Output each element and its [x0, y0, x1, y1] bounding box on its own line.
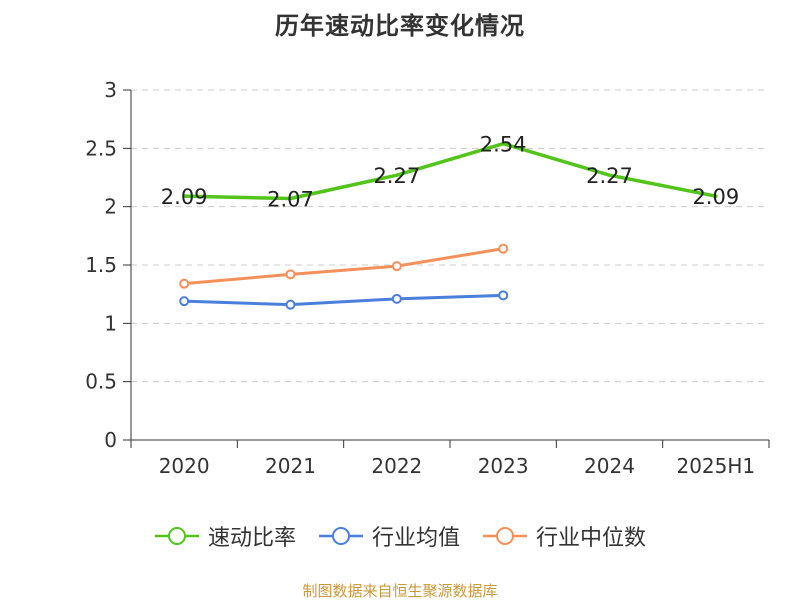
- data-point[interactable]: [285, 299, 296, 310]
- data-point[interactable]: [391, 261, 402, 272]
- y-tick-label: 0: [104, 428, 117, 452]
- y-tick-label: 2.5: [85, 136, 117, 160]
- series-line: [182, 293, 505, 307]
- legend-label: 行业中位数: [536, 526, 647, 551]
- data-point[interactable]: [498, 290, 509, 301]
- legend-swatch-icon: [483, 527, 527, 545]
- chart-title: 历年速动比率变化情况: [275, 12, 525, 40]
- axes: 0 0.5 1 1.5 2 2.5 3 2020 2021 2022 2023 2024 2025H1: [85, 78, 770, 478]
- x-tick-label: 2021: [265, 454, 316, 478]
- x-tick-label: 2022: [371, 454, 422, 478]
- y-tick-label: 0.5: [85, 370, 117, 394]
- y-tick-label: 2: [104, 195, 117, 219]
- data-label: 2.27: [586, 164, 633, 188]
- source-note: 制图数据来自恒生聚源数据库: [302, 582, 498, 600]
- data-point[interactable]: [498, 243, 509, 254]
- data-label: 2.54: [480, 133, 527, 157]
- x-tick-label: 2025H1: [676, 454, 755, 478]
- x-tick-label: 2020: [159, 454, 210, 478]
- series-line: [182, 247, 505, 286]
- legend: 速动比率 行业均值 行业中位数: [0, 520, 800, 552]
- data-label: 2.07: [267, 188, 314, 212]
- legend-swatch-icon: [154, 527, 199, 545]
- legend-item-industry-median[interactable]: 行业中位数: [482, 520, 646, 552]
- legend-label: 速动比率: [207, 526, 296, 551]
- legend-item-industry-mean[interactable]: 行业均值: [318, 520, 460, 552]
- legend-item-quick-ratio[interactable]: 速动比率: [154, 520, 296, 552]
- series-line: [182, 141, 718, 201]
- data-point[interactable]: [391, 293, 402, 304]
- x-tick-label: 2023: [478, 454, 529, 478]
- data-point[interactable]: [285, 269, 296, 280]
- y-tick-label: 1: [104, 311, 117, 335]
- grid-lines: [131, 89, 769, 383]
- y-tick-label: 1.5: [85, 253, 117, 277]
- y-tick-label: 3: [104, 78, 117, 102]
- legend-label: 行业均值: [371, 526, 460, 551]
- x-tick-label: 2024: [584, 454, 635, 478]
- data-label: 2.27: [373, 164, 420, 188]
- series-lines: [179, 141, 718, 310]
- data-point[interactable]: [179, 296, 190, 307]
- data-point[interactable]: [179, 278, 190, 289]
- data-label: 2.09: [692, 185, 739, 209]
- data-labels: 2.09 2.07 2.27 2.54 2.27 2.09: [161, 133, 739, 212]
- data-label: 2.09: [161, 185, 208, 209]
- legend-swatch-icon: [318, 527, 363, 545]
